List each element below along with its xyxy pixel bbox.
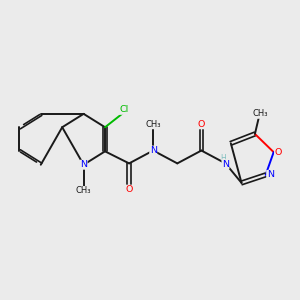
Text: Cl: Cl bbox=[119, 105, 128, 114]
Text: N: N bbox=[150, 146, 157, 155]
Text: N: N bbox=[80, 160, 87, 169]
Text: N: N bbox=[267, 170, 274, 179]
Text: O: O bbox=[198, 120, 205, 129]
Text: CH₃: CH₃ bbox=[76, 187, 92, 196]
Text: N: N bbox=[222, 160, 229, 169]
Text: O: O bbox=[125, 185, 133, 194]
Text: CH₃: CH₃ bbox=[146, 120, 161, 129]
Text: CH₃: CH₃ bbox=[253, 110, 268, 118]
Text: O: O bbox=[274, 148, 282, 157]
Text: H: H bbox=[220, 154, 226, 163]
